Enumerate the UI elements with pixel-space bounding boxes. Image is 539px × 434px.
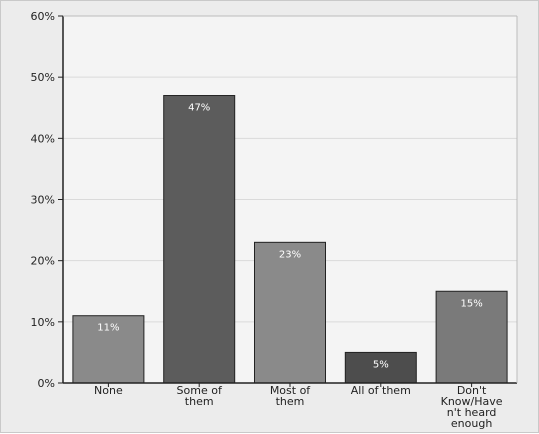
bars <box>72 95 508 384</box>
data-labels: 11% 47% 23% 5% 15% <box>97 103 482 371</box>
y-tick-label-60: 60% <box>31 10 55 23</box>
x-axis-labels: None Some of them Most of them All of them Don… <box>94 383 503 430</box>
data-label-3: 5% <box>373 359 389 370</box>
y-tick-label-50: 50% <box>31 71 55 84</box>
data-label-4: 15% <box>460 298 482 309</box>
axes <box>62 15 518 384</box>
x-tick-label-0: None <box>94 384 123 397</box>
bar-1 <box>163 95 236 384</box>
x-tick-label-1: Some of them <box>177 384 223 408</box>
bar-2 <box>254 241 326 384</box>
y-tick-label-10: 10% <box>31 316 55 329</box>
bar-4 <box>435 290 508 384</box>
data-label-1: 47% <box>188 103 210 114</box>
y-axis-ticks: 0% 10% 20% 30% 40% 50% 60% <box>31 10 63 390</box>
data-label-0: 11% <box>97 323 119 334</box>
bar-3 <box>344 351 417 384</box>
x-tick-label-4: Don't Know/Have n't heard enough <box>441 384 503 430</box>
y-tick-label-30: 30% <box>31 194 55 207</box>
x-tick-label-3: All of them <box>351 384 411 397</box>
data-label-2: 23% <box>279 249 301 260</box>
y-tick-label-20: 20% <box>31 255 55 268</box>
y-tick-label-0: 0% <box>38 377 55 390</box>
x-tick-label-2: Most of them <box>270 384 311 408</box>
y-tick-label-40: 40% <box>31 132 55 145</box>
